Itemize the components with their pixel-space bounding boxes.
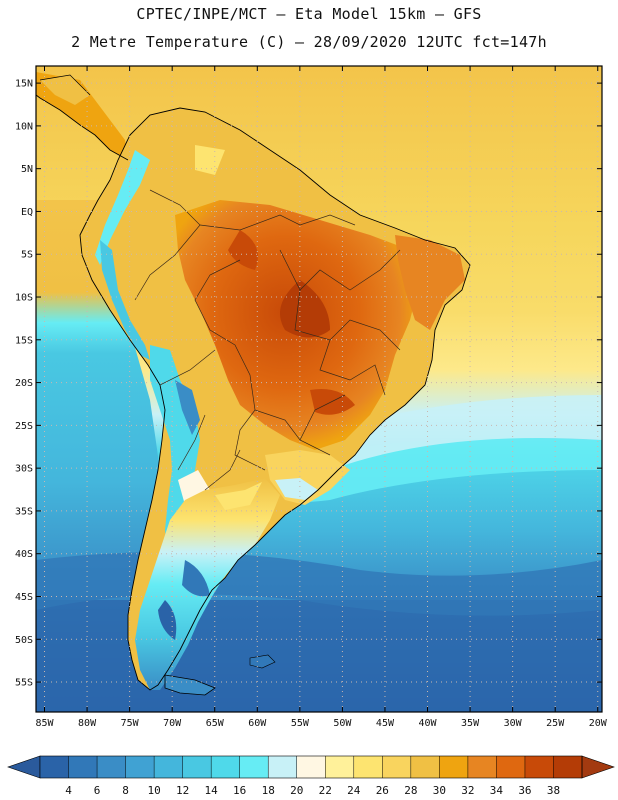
colorbar-swatch	[524, 756, 554, 778]
colorbar-swatch	[296, 756, 326, 778]
colorbar: 4 6 8 10 12 14 16 18 20 22 24 26 28 30 32 34 36 38	[7, 755, 615, 797]
colorbar-swatch	[125, 756, 155, 778]
lon-tick-label: 30W	[504, 718, 523, 729]
colorbar-label: 24	[347, 784, 361, 797]
lat-tick-label: 35S	[15, 506, 33, 517]
colorbar-label: 8	[122, 784, 129, 797]
lat-tick-label: 50S	[15, 635, 33, 646]
colorbar-label: 26	[376, 784, 389, 797]
lat-tick-label: 45S	[15, 592, 33, 603]
colorbar-label: 6	[94, 784, 101, 797]
lon-tick-label: 60W	[248, 718, 267, 729]
colorbar-swatch	[211, 756, 241, 778]
country-borders	[134, 189, 401, 491]
colorbar-label: 14	[205, 784, 219, 797]
colorbar-swatch	[496, 756, 526, 778]
colorbar-label: 36	[518, 784, 531, 797]
colorbar-max-arrow	[581, 755, 615, 779]
colorbar-label: 38	[547, 784, 560, 797]
lon-tick-label: 80W	[78, 718, 97, 729]
colorbar-label: 30	[433, 784, 446, 797]
lon-tick-label: 35W	[461, 718, 480, 729]
lat-tick-label: 10S	[15, 293, 33, 304]
map-area	[36, 66, 602, 712]
lon-tick-label: 45W	[376, 718, 395, 729]
colorbar-swatch	[154, 756, 184, 778]
colorbar-label: 4	[65, 784, 72, 797]
lon-tick-label: 25W	[546, 718, 565, 729]
colorbar-swatch	[97, 756, 127, 778]
colorbar-label: 28	[404, 784, 417, 797]
colorbar-outline	[39, 755, 583, 779]
coastline	[79, 107, 471, 691]
colorbar-swatch	[239, 756, 269, 778]
lat-tick-label: 30S	[15, 464, 33, 475]
colorbar-label: 20	[290, 784, 303, 797]
map-title: CPTEC/INPE/MCT – Eta Model 15km – GFS	[136, 5, 482, 23]
lat-tick-label: 15N	[15, 79, 33, 90]
lat-tick-label: 25S	[15, 421, 33, 432]
lat-tick-label: 5N	[21, 164, 33, 175]
lon-tick-label: 20W	[589, 718, 608, 729]
southern-ocean	[36, 600, 602, 712]
lon-tick-label: 55W	[291, 718, 310, 729]
colorbar-label: 16	[233, 784, 246, 797]
colorbar-min-arrow	[7, 755, 41, 779]
map-subtitle: 2 Metre Temperature (C) – 28/09/2020 12U…	[71, 33, 547, 51]
colorbar-swatch	[353, 756, 383, 778]
lon-tick-label: 50W	[333, 718, 352, 729]
andes-north	[95, 150, 150, 265]
colorbar-swatch	[467, 756, 497, 778]
lon-tick-label: 85W	[35, 718, 54, 729]
lat-tick-label: 20S	[15, 378, 33, 389]
colorbar-label: 18	[262, 784, 275, 797]
map-frame	[35, 65, 603, 713]
colorbar-swatch	[68, 756, 98, 778]
colorbar-swatch	[40, 756, 70, 778]
lon-tick-label: 65W	[206, 718, 225, 729]
falkland-islands	[249, 654, 276, 669]
lat-tick-label: 5S	[21, 250, 33, 261]
colorbar-swatch	[382, 756, 412, 778]
lon-tick-label: 40W	[418, 718, 437, 729]
lat-tick-label: 10N	[15, 121, 33, 132]
lat-tick-label: 15S	[15, 335, 33, 346]
tierra-del-fuego	[165, 675, 215, 695]
lon-tick-label: 75W	[121, 718, 140, 729]
colorbar-label: 22	[319, 784, 332, 797]
colorbar-label: 12	[176, 784, 189, 797]
longitude-axis: 85W 80W 75W 70W 65W 60W 55W 50W 45W 40W 35W 30W 25W 2…	[35, 66, 608, 729]
lat-tick-label: 40S	[15, 549, 33, 560]
colorbar-swatch	[182, 756, 212, 778]
colorbar-label: 10	[147, 784, 160, 797]
colorbar-label: 32	[461, 784, 474, 797]
lon-tick-label: 70W	[163, 718, 182, 729]
colorbar-swatch	[439, 756, 469, 778]
lat-tick-label: EQ	[21, 207, 33, 218]
lat-tick-label: 55S	[15, 678, 33, 689]
colorbar-swatch	[410, 756, 440, 778]
colorbar-swatch	[553, 756, 583, 778]
colorbar-swatch	[268, 756, 298, 778]
colorbar-label: 34	[490, 784, 504, 797]
latitude-axis: 15N 10N 5N EQ 5S 10S 15S 20S 25S 30S 35S 40S 45S 50S 5…	[15, 79, 602, 689]
colorbar-swatch	[325, 756, 355, 778]
